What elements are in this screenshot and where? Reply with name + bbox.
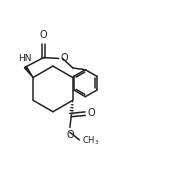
Polygon shape [24,66,33,77]
Text: O: O [40,30,47,40]
Text: HN: HN [18,54,31,63]
Text: O: O [88,108,96,118]
Text: CH$_3$: CH$_3$ [82,135,99,147]
Text: O: O [66,130,74,140]
Text: O: O [61,53,68,63]
